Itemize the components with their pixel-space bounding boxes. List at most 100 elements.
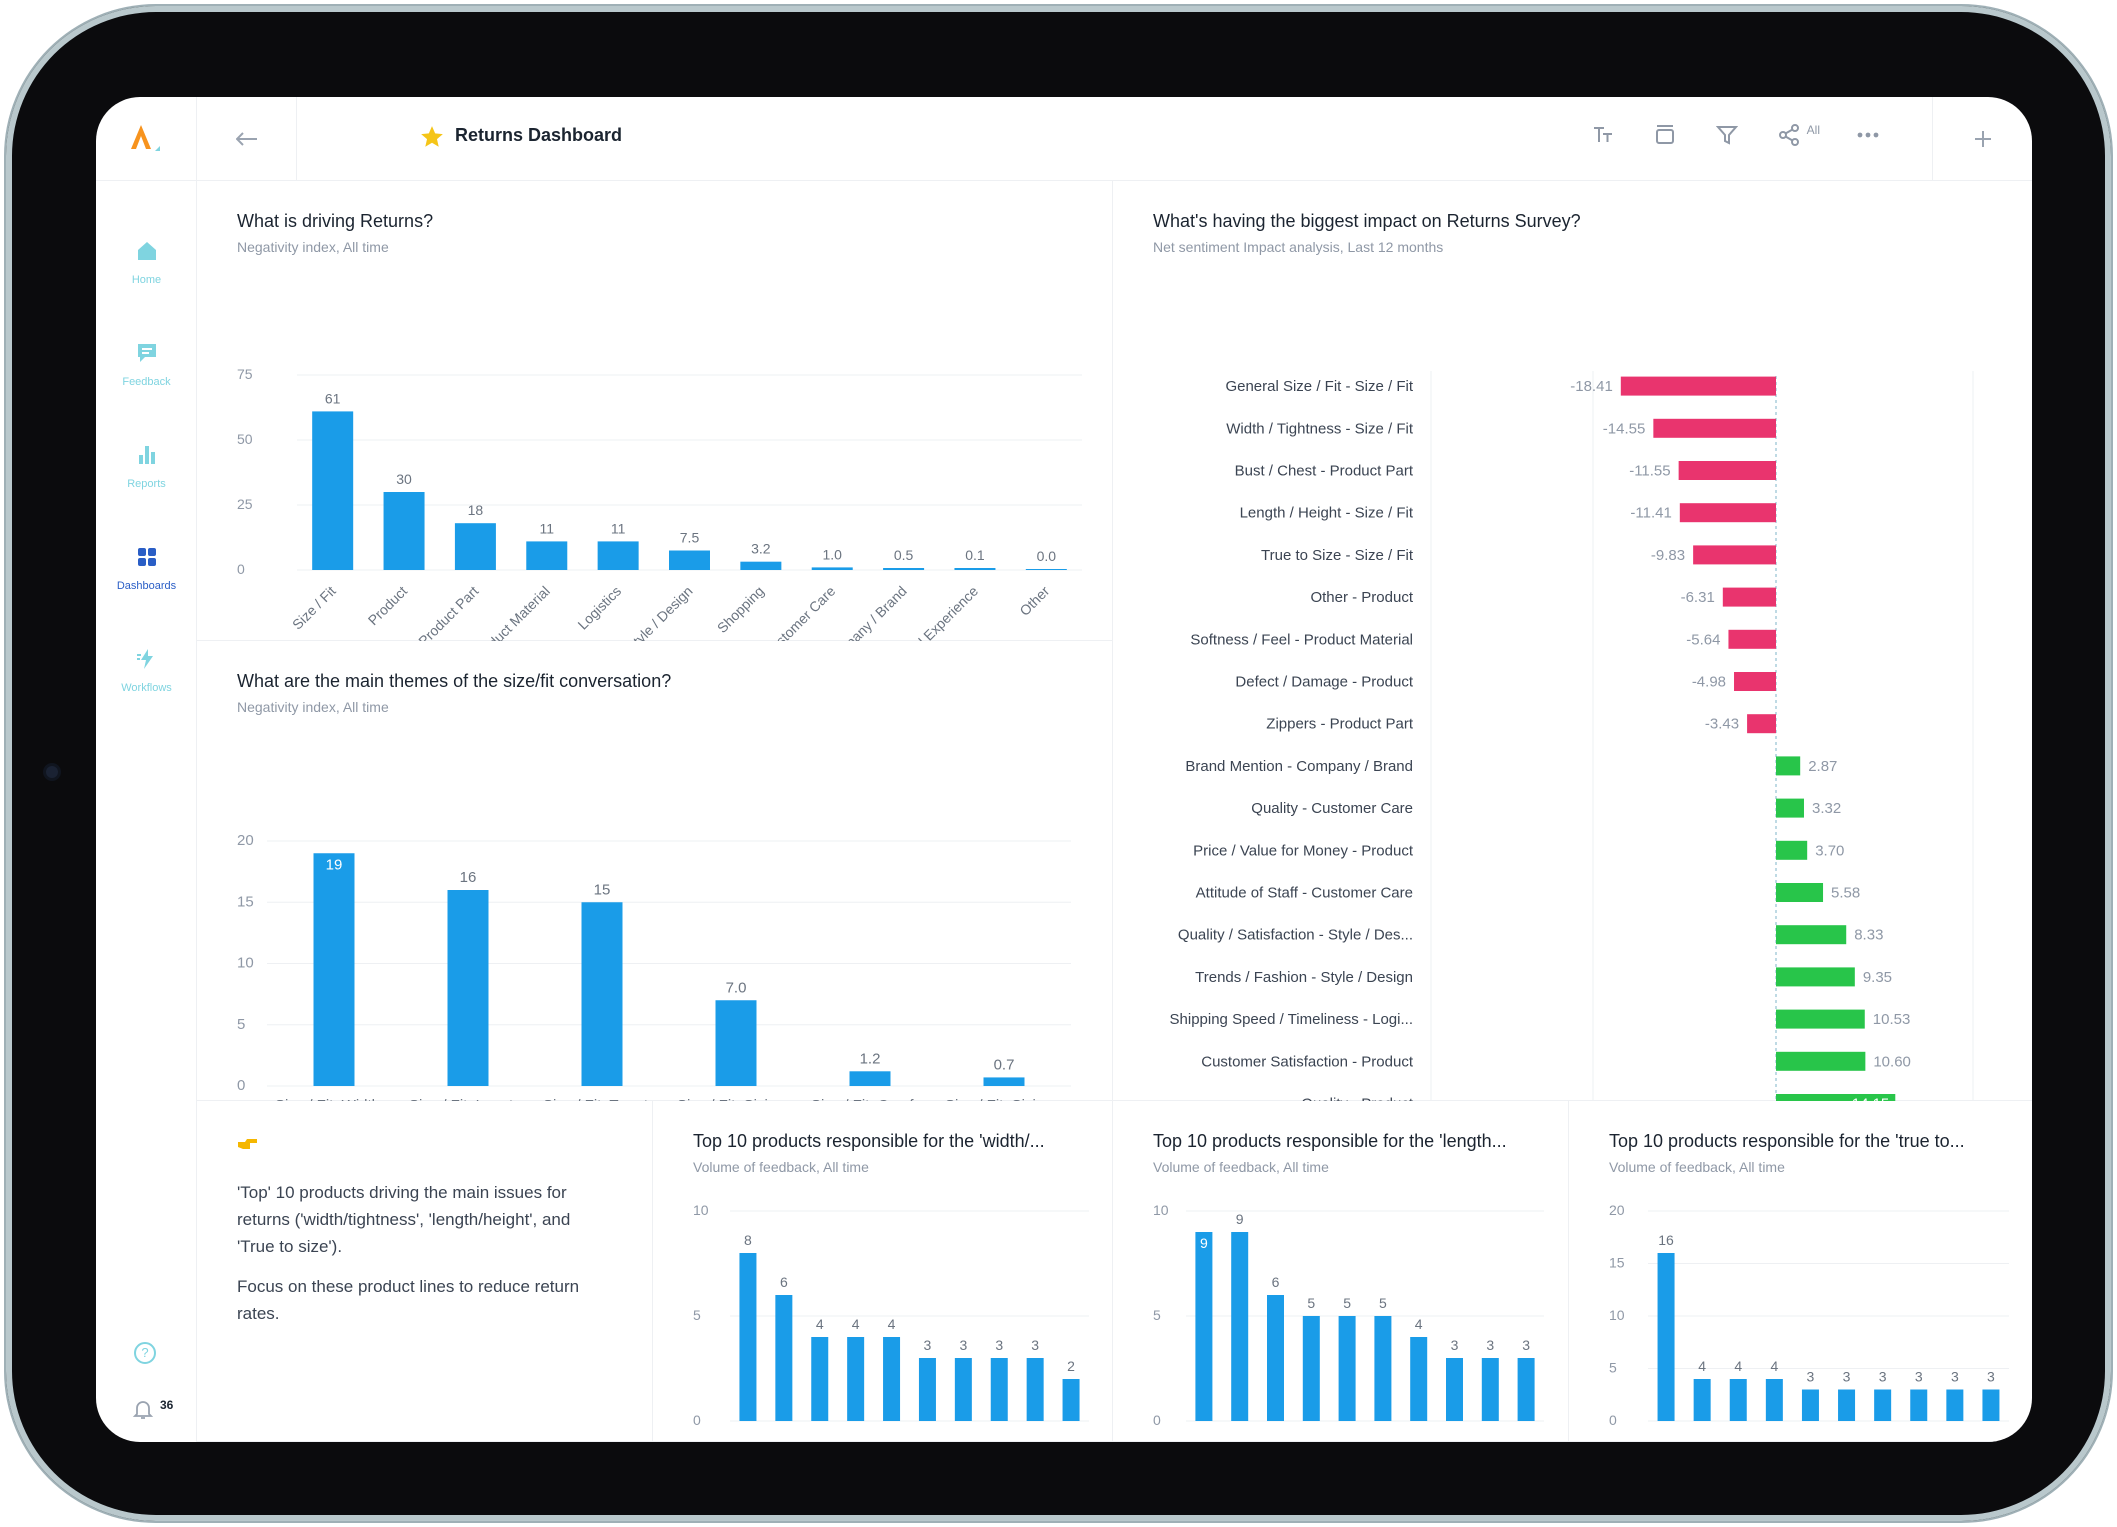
data-label: 3: [924, 1337, 932, 1353]
notifications-bell-icon[interactable]: [132, 1398, 154, 1420]
y-tick-label: 10: [693, 1202, 709, 1218]
share-button[interactable]: [1775, 121, 1803, 149]
data-label: 7.5: [680, 530, 700, 546]
data-label: 7.0: [726, 979, 747, 996]
data-label: -3.43: [1705, 716, 1739, 733]
back-button[interactable]: [197, 97, 297, 181]
bar: [849, 1071, 891, 1086]
data-label: 11: [611, 520, 626, 536]
bar: [313, 853, 355, 1086]
panel-title: What's having the biggest impact on Retu…: [1153, 211, 1581, 231]
data-label: -4.98: [1692, 674, 1726, 691]
bar: [990, 1358, 1008, 1421]
bar: [1729, 1379, 1747, 1421]
data-label: 3.32: [1812, 800, 1841, 817]
logo-cell: [96, 97, 197, 181]
data-label: 3.2: [751, 541, 771, 557]
help-button[interactable]: ?: [134, 1342, 156, 1364]
sidebar-item-label: Dashboards: [116, 580, 177, 592]
layout-icon: [1655, 125, 1674, 144]
sidebar-item-feedback[interactable]: Feedback: [96, 341, 197, 388]
category-label: Quality - Product: [1301, 1096, 1414, 1102]
data-label: 14.15: [1852, 1096, 1890, 1102]
data-label: 3: [1879, 1369, 1887, 1385]
bar: [1679, 503, 1776, 523]
y-tick-label: 20: [1609, 1202, 1625, 1218]
bar: [1517, 1358, 1535, 1421]
panel-subtitle: Volume of feedback, All time: [693, 1159, 869, 1175]
bar: [454, 523, 496, 570]
sidebar-item-workflows[interactable]: Workflows: [96, 647, 197, 694]
bar: [1620, 376, 1776, 396]
dashboard-header: Returns Dashboard: [297, 97, 2032, 181]
data-label: 0.5: [894, 547, 914, 563]
panel-subtitle: Negativity index, All time: [237, 699, 389, 715]
data-label: 4: [888, 1316, 896, 1332]
driving-returns-chart: 0 25 50 75 61 Size / Fit 30 Product 18 Product Pa…: [237, 366, 1082, 641]
layout-button[interactable]: [1651, 121, 1679, 149]
data-label: 3: [959, 1337, 967, 1353]
data-label: 4: [1698, 1358, 1706, 1374]
x-tick-label: Size / Fit: True t: [543, 1097, 649, 1101]
data-label: 5: [1379, 1295, 1387, 1311]
x-tick-label: Product Part: [415, 583, 481, 641]
bar: [715, 1000, 757, 1086]
data-label: -14.55: [1603, 420, 1646, 437]
more-button[interactable]: [1854, 121, 1882, 149]
bar: [383, 492, 425, 570]
bar: [1728, 629, 1776, 649]
category-label: Defect / Damage - Product: [1235, 674, 1413, 691]
filter-button[interactable]: [1713, 121, 1741, 149]
y-tick-label: 0: [237, 561, 245, 577]
data-label: 9.35: [1863, 969, 1892, 986]
panel-title: Top 10 products responsible for the 'wid…: [693, 1131, 1045, 1151]
sidebar-item-dashboards[interactable]: Dashboards: [96, 545, 197, 592]
sidebar: Home Feedback Reports: [96, 181, 197, 1442]
more-icon: [1857, 132, 1879, 138]
sidebar-item-home[interactable]: Home: [96, 239, 197, 286]
arrow-left-icon: [235, 131, 257, 146]
panel-title: Top 10 products responsible for the 'tru…: [1609, 1131, 1965, 1151]
bar: [1776, 798, 1804, 818]
bar: [883, 1337, 901, 1421]
data-label: 61: [325, 390, 341, 406]
top-length-chart: 0 5 10 9 9 6 5 5 5 4 3 3 3: [1153, 1202, 1544, 1428]
data-label: 1.0: [822, 546, 842, 562]
bar: [739, 1253, 757, 1421]
bar: [1338, 1316, 1356, 1421]
data-label: -9.83: [1651, 547, 1685, 564]
app-screen: Returns Dashboard: [96, 97, 2032, 1442]
bar: [1946, 1389, 1964, 1421]
text-size-button[interactable]: [1589, 121, 1617, 149]
y-tick-label: 50: [237, 431, 253, 447]
x-tick-label: Other: [1016, 583, 1052, 619]
bar: [1734, 672, 1776, 691]
panel-note: 'Top' 10 products driving the main issue…: [197, 1101, 653, 1442]
panel-impact-analysis: What's having the biggest impact on Retu…: [1113, 181, 2032, 1101]
add-widget-button[interactable]: [1932, 97, 2032, 181]
data-label: -11.41: [1630, 505, 1671, 522]
bar: [1653, 418, 1776, 438]
data-label: 16: [1658, 1232, 1674, 1248]
favorite-star-icon[interactable]: [419, 124, 445, 150]
data-label: -6.31: [1681, 589, 1715, 606]
bar: [1910, 1389, 1928, 1421]
category-label: General Size / Fit - Size / Fit: [1225, 378, 1413, 395]
sidebar-item-reports[interactable]: Reports: [96, 443, 197, 490]
data-label: 6: [1272, 1274, 1280, 1290]
bar: [1838, 1389, 1856, 1421]
panel-title: Top 10 products responsible for the 'len…: [1153, 1131, 1507, 1151]
category-label: Price / Value for Money - Product: [1193, 842, 1414, 859]
x-tick-label: Size / Fit: Sizing: [677, 1097, 785, 1101]
category-label: Bust / Chest - Product Part: [1235, 463, 1414, 480]
bar: [918, 1358, 936, 1421]
bar: [1765, 1379, 1783, 1421]
y-tick-label: 15: [1609, 1255, 1625, 1271]
bar: [526, 541, 568, 570]
bar: [811, 1337, 829, 1421]
bar: [312, 411, 354, 570]
panel-subtitle: Negativity index, All time: [237, 239, 389, 255]
data-label: -11.55: [1629, 463, 1670, 480]
bar: [847, 1337, 865, 1421]
panel-top-width: Top 10 products responsible for the 'wid…: [653, 1101, 1113, 1442]
